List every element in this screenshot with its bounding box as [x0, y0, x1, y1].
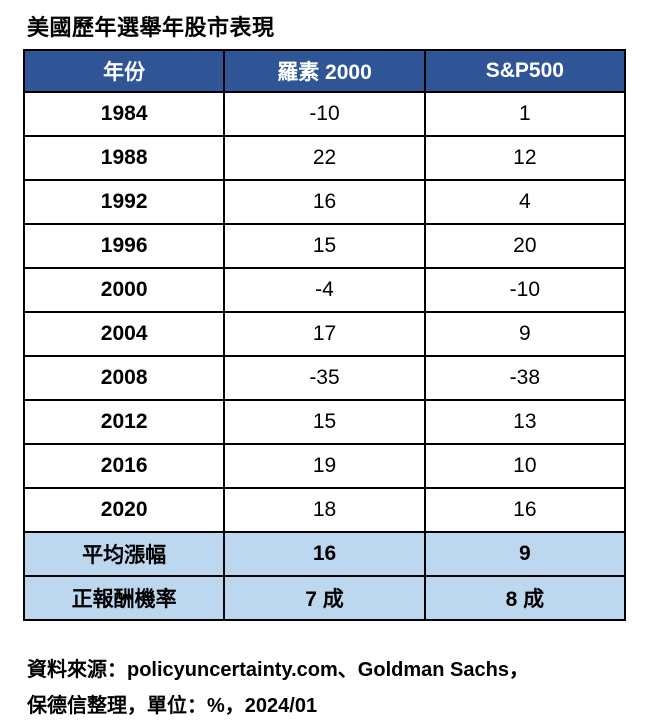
value-cell: 16	[223, 531, 426, 577]
page-title: 美國歷年選舉年股市表現	[27, 15, 275, 40]
value-cell: 15	[223, 399, 426, 445]
table-row: 1984 -10 1	[22, 91, 627, 137]
year-cell: 1988	[22, 135, 226, 181]
summary-row: 平均漲幅 16 9	[22, 531, 627, 577]
table-header: 年份 羅素 2000 S&P500	[22, 49, 627, 93]
value-cell: -35	[223, 355, 426, 401]
election-year-performance-table: 年份 羅素 2000 S&P500 1984 -10 1 1988 22 12 1992 16 4 1…	[22, 49, 627, 621]
value-cell: 18	[223, 487, 426, 533]
value-cell: 16	[223, 179, 426, 225]
value-cell: 4	[423, 179, 627, 225]
table-body: 1984 -10 1 1988 22 12 1992 16 4 1996 15 20 2000 -4 -10…	[22, 91, 627, 621]
year-cell: 1996	[22, 223, 226, 269]
year-cell: 1992	[22, 179, 226, 225]
value-cell: 17	[223, 311, 426, 357]
column-header-2: S&P500	[423, 49, 627, 93]
value-cell: -10	[223, 91, 426, 137]
value-cell: 9	[423, 531, 627, 577]
value-cell: 15	[223, 223, 426, 269]
year-cell: 2008	[22, 355, 226, 401]
table-row: 1992 16 4	[22, 179, 627, 225]
table-row: 2016 19 10	[22, 443, 627, 489]
value-cell: 22	[223, 135, 426, 181]
table-row: 1988 22 12	[22, 135, 627, 181]
value-cell: 1	[423, 91, 627, 137]
value-cell: 10	[423, 443, 627, 489]
summary-label-cell: 正報酬機率	[22, 575, 226, 621]
year-cell: 2016	[22, 443, 226, 489]
table-row: 2004 17 9	[22, 311, 627, 357]
year-cell: 2012	[22, 399, 226, 445]
source-note: 資料來源：policyuncertainty.com、Goldman Sachs…	[27, 652, 637, 724]
year-cell: 2000	[22, 267, 226, 313]
value-cell: 8 成	[423, 575, 627, 621]
value-cell: 13	[423, 399, 627, 445]
column-header-1: 羅素 2000	[223, 49, 426, 93]
summary-label-cell: 平均漲幅	[22, 531, 226, 577]
table-row: 1996 15 20	[22, 223, 627, 269]
value-cell: 16	[423, 487, 627, 533]
value-cell: 7 成	[223, 575, 426, 621]
value-cell: -10	[423, 267, 627, 313]
table-row: 2008 -35 -38	[22, 355, 627, 401]
header-row: 年份 羅素 2000 S&P500	[22, 49, 627, 93]
year-cell: 2004	[22, 311, 226, 357]
value-cell: -4	[223, 267, 426, 313]
year-cell: 2020	[22, 487, 226, 533]
value-cell: -38	[423, 355, 627, 401]
column-header-0: 年份	[22, 49, 226, 93]
table-row: 2000 -4 -10	[22, 267, 627, 313]
value-cell: 20	[423, 223, 627, 269]
table-row: 2020 18 16	[22, 487, 627, 533]
table-row: 2012 15 13	[22, 399, 627, 445]
value-cell: 19	[223, 443, 426, 489]
source-note-line1: 資料來源：policyuncertainty.com、Goldman Sachs…	[27, 659, 529, 681]
source-note-line2: 保德信整理，單位：%，2024/01	[27, 695, 318, 717]
value-cell: 9	[423, 311, 627, 357]
year-cell: 1984	[22, 91, 226, 137]
value-cell: 12	[423, 135, 627, 181]
